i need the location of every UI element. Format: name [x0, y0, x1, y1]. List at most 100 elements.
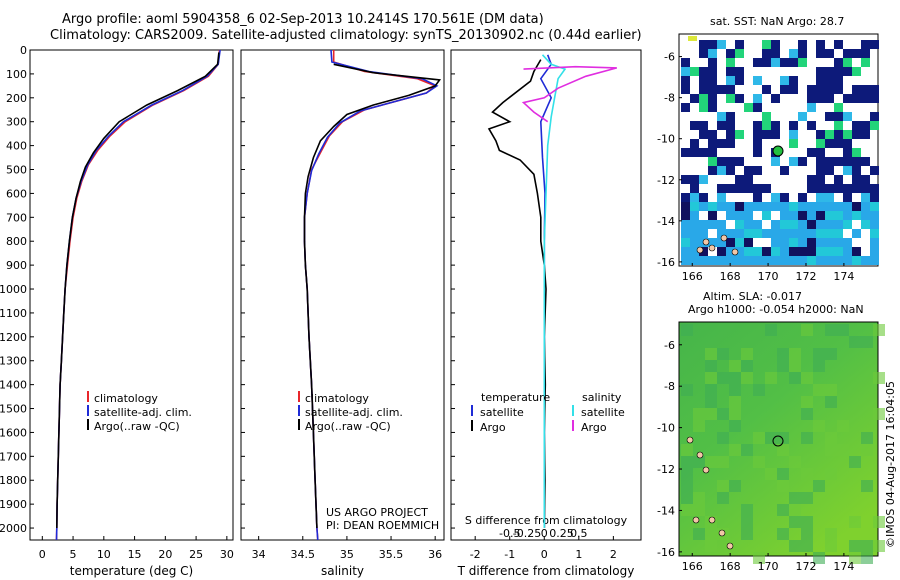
sla-cell: [765, 372, 777, 384]
x-tick-label: 20: [158, 548, 172, 561]
sst-cell: [708, 103, 717, 112]
sla-cell: [873, 408, 885, 420]
sst-cell: [825, 193, 834, 202]
sst-cell: [843, 184, 852, 193]
sst-cell: [825, 85, 834, 94]
sst-cell: [843, 202, 852, 211]
sst-argo-location-marker: [772, 145, 784, 157]
sst-cell: [852, 184, 861, 193]
legend-label: climatology: [305, 392, 369, 405]
sst-cell: [681, 148, 690, 157]
sla-cell: [765, 324, 777, 336]
sla-cell: [837, 444, 849, 456]
sst-cell: [798, 157, 807, 166]
sla-cell: [777, 444, 789, 456]
sst-cell: [861, 220, 870, 229]
depth-tick-label: 2000: [0, 522, 27, 535]
sst-cell: [771, 58, 780, 67]
sla-island: [692, 516, 700, 524]
sst-cell: [843, 139, 852, 148]
sst-cell: [708, 139, 717, 148]
sst-cell: [699, 247, 708, 256]
sla-cell: [705, 528, 717, 540]
sst-cell: [762, 247, 771, 256]
sst-cell: [870, 85, 879, 94]
sst-cell: [681, 229, 690, 238]
sst-cell: [825, 238, 834, 247]
sst-map-title: sat. SST: NaN Argo: 28.7: [710, 15, 844, 28]
sst-cell: [717, 229, 726, 238]
sla-cell: [825, 528, 837, 540]
sst-cell: [780, 238, 789, 247]
sla-cell: [681, 384, 693, 396]
sst-cell: [852, 256, 861, 265]
sst-cell: [771, 121, 780, 130]
sst-cell: [789, 139, 798, 148]
sst-cell: [771, 94, 780, 103]
sst-cell: [825, 94, 834, 103]
sst-cell: [834, 58, 843, 67]
sst-cell: [780, 166, 789, 175]
sst-cell: [735, 94, 744, 103]
sst-cell: [726, 184, 735, 193]
sst-cell: [726, 130, 735, 139]
map-lon-tick-label: 170: [758, 560, 779, 573]
sla-cell: [729, 420, 741, 432]
sst-cell: [852, 148, 861, 157]
sst-cell: [780, 85, 789, 94]
salinity-axes-frame: [240, 49, 445, 541]
sla-map: [678, 321, 885, 564]
sla-cell: [789, 360, 801, 372]
sst-cell: [771, 40, 780, 49]
sst-cell: [843, 67, 852, 76]
sst-cell: [735, 256, 744, 265]
sst-cell: [807, 94, 816, 103]
sst-cell: [699, 193, 708, 202]
sst-cell: [726, 121, 735, 130]
sst-cell: [798, 112, 807, 121]
sst-cell: [870, 220, 879, 229]
depth-tick-label: 1200: [0, 331, 27, 344]
depth-tick-label: 100: [6, 68, 27, 81]
map-lon-tick-label: 168: [720, 270, 741, 283]
sst-cell: [762, 40, 771, 49]
sst-cell: [735, 67, 744, 76]
sla-cell: [729, 480, 741, 492]
sst-cell: [708, 211, 717, 220]
sst-cell: [843, 256, 852, 265]
sst-cell: [708, 85, 717, 94]
sla-cell: [801, 324, 813, 336]
sst-cell: [861, 40, 870, 49]
sla-cell: [849, 552, 861, 564]
sla-cell: [801, 408, 813, 420]
sst-cell: [771, 193, 780, 202]
sst-cell: [690, 175, 699, 184]
legend-title-temperature: temperature: [481, 391, 550, 404]
sst-cell: [708, 220, 717, 229]
sla-cell: [849, 456, 861, 468]
sst-cell: [708, 40, 717, 49]
sst-cell: [834, 85, 843, 94]
map-lat-tick-label: -16: [657, 256, 675, 269]
series-line-temperature-argo: [487, 59, 547, 529]
sst-cell: [852, 202, 861, 211]
sst-cell: [789, 229, 798, 238]
sst-cell: [816, 76, 825, 85]
map-lat-tick-label: -10: [657, 422, 675, 435]
map-lon-tick-label: 174: [833, 560, 854, 573]
sst-cell: [816, 139, 825, 148]
sla-cell: [825, 540, 837, 552]
series-line-argo-raw-qc-: [303, 63, 442, 529]
sst-cell: [870, 40, 879, 49]
x-tick-label: 2: [610, 548, 617, 561]
sla-cell: [849, 336, 861, 348]
sst-cell: [771, 247, 780, 256]
sst-cell: [762, 184, 771, 193]
sst-cell: [726, 139, 735, 148]
sst-cell: [807, 220, 816, 229]
map-lon-tick-label: 166: [682, 560, 703, 573]
sst-cell: [726, 67, 735, 76]
sst-cell: [690, 202, 699, 211]
s-diff-axis-label: S difference from climatology: [465, 514, 628, 527]
sla-cell: [837, 324, 849, 336]
